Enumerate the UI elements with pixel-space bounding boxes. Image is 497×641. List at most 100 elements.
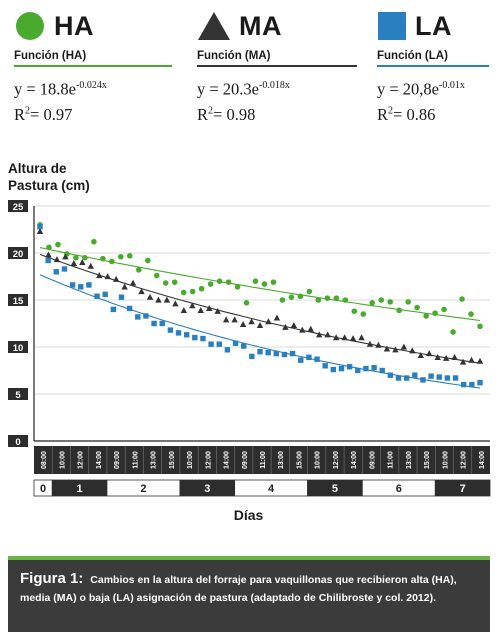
time-tick-label: 10:00: [315, 451, 322, 469]
point-la: [306, 354, 312, 361]
y-axis-label: Altura de Pastura (cm): [8, 161, 90, 193]
point-ha: [82, 254, 88, 261]
trend-line-ma: [39, 253, 481, 364]
point-ha: [73, 254, 79, 261]
point-ma: [375, 341, 382, 348]
point-ha: [396, 307, 402, 314]
equation: y = 18.8e-0.024x: [14, 79, 107, 99]
point-ha: [360, 311, 367, 317]
point-la: [94, 293, 100, 299]
point-ma: [45, 251, 52, 258]
point-la: [461, 381, 467, 388]
point-ha: [216, 278, 223, 284]
point-ma: [104, 273, 111, 280]
time-tick-label: 13:00: [278, 451, 285, 469]
point-ma: [316, 331, 323, 338]
point-la: [355, 367, 361, 374]
point-la: [208, 341, 214, 347]
time-band: [34, 446, 490, 474]
point-ma: [214, 307, 221, 314]
time-tick-label: 15:00: [296, 451, 303, 469]
figure-number: Figura 1:: [20, 570, 84, 587]
point-ha: [387, 299, 394, 305]
equation: y = 20,8e-0.01x: [377, 79, 465, 99]
figure-caption: Figura 1: Cambios en la altura del forra…: [8, 556, 490, 632]
point-ma: [222, 316, 230, 323]
time-tick-label: 09:00: [242, 451, 249, 469]
point-la: [69, 282, 76, 288]
point-ma: [265, 318, 272, 325]
y-tick-label: 20: [13, 249, 24, 260]
time-tick-label: 15:00: [169, 451, 176, 469]
day-label: 6: [396, 483, 402, 495]
point-la: [436, 374, 442, 380]
point-la: [395, 375, 402, 381]
point-ha: [297, 293, 304, 300]
point-ha: [261, 281, 268, 287]
point-la: [477, 380, 483, 386]
point-la: [314, 356, 320, 362]
point-ma: [172, 300, 179, 307]
y-tick-box: [8, 388, 28, 400]
point-la: [371, 364, 377, 371]
point-ma: [36, 227, 44, 234]
trend-lines: [39, 247, 481, 389]
point-ma: [332, 334, 340, 341]
point-ma: [138, 288, 145, 295]
legend-ma: MA Función (MA) y = 20.3e-0.018x R2= 0.9…: [197, 6, 357, 125]
legend-name: MA: [239, 10, 282, 41]
point-ha: [333, 295, 340, 301]
point-la: [428, 373, 434, 379]
y-ticks: 0 5 10 15 20 25: [8, 200, 28, 448]
point-la: [232, 340, 239, 346]
point-ma: [239, 321, 247, 328]
day-band: [434, 479, 491, 497]
point-ha: [234, 284, 241, 290]
point-ha: [369, 300, 376, 306]
point-la: [420, 377, 426, 383]
point-ma: [358, 334, 365, 341]
time-tick-label: 10:00: [187, 451, 194, 469]
point-la: [110, 306, 117, 313]
point-ma: [197, 306, 204, 313]
y-tick-box: [8, 200, 28, 212]
function-label: Función (LA): [377, 50, 489, 67]
x-axis-bands: 08:00 10:00 12:00 14:00 09:00 11:00 13:00 15:00…: [33, 446, 491, 497]
point-ma: [324, 331, 331, 338]
point-ha: [162, 280, 169, 286]
point-ma: [459, 358, 467, 365]
time-tick-label: 14:00: [479, 451, 486, 469]
point-la: [289, 350, 296, 357]
r-squared: R2= 0.86: [377, 104, 436, 124]
legend-ha: HA Función (HA) y = 18.8e-0.024x R2= 0.9…: [14, 6, 172, 125]
time-tick-label: 09:00: [114, 451, 121, 469]
equation: y = 20.3e-0.018x: [197, 79, 290, 99]
point-ma: [231, 316, 238, 323]
point-la: [403, 375, 410, 381]
point-la: [298, 357, 304, 363]
point-ma: [112, 275, 120, 282]
point-ha: [243, 300, 250, 306]
black-triangle-icon: [198, 12, 230, 40]
point-ma: [163, 296, 171, 303]
point-la: [135, 314, 141, 320]
point-la: [330, 366, 337, 373]
y-tick-label: 15: [13, 296, 24, 307]
point-ha: [135, 267, 142, 273]
point-la: [61, 266, 68, 272]
data-points: [36, 222, 484, 388]
point-ha: [423, 313, 429, 319]
point-la: [151, 320, 157, 327]
point-ma: [87, 262, 94, 269]
time-tick-label: 12:00: [78, 451, 85, 469]
function-label: Función (HA): [14, 50, 172, 67]
time-tick-label: 14:00: [224, 451, 231, 469]
time-tick-label: 12:00: [461, 451, 468, 469]
point-ha: [324, 295, 331, 301]
time-tick-label: 12:00: [205, 451, 212, 469]
point-ha: [351, 308, 358, 315]
day-label: 2: [140, 483, 146, 495]
y-tick-box: [8, 435, 28, 447]
point-la: [273, 350, 279, 357]
